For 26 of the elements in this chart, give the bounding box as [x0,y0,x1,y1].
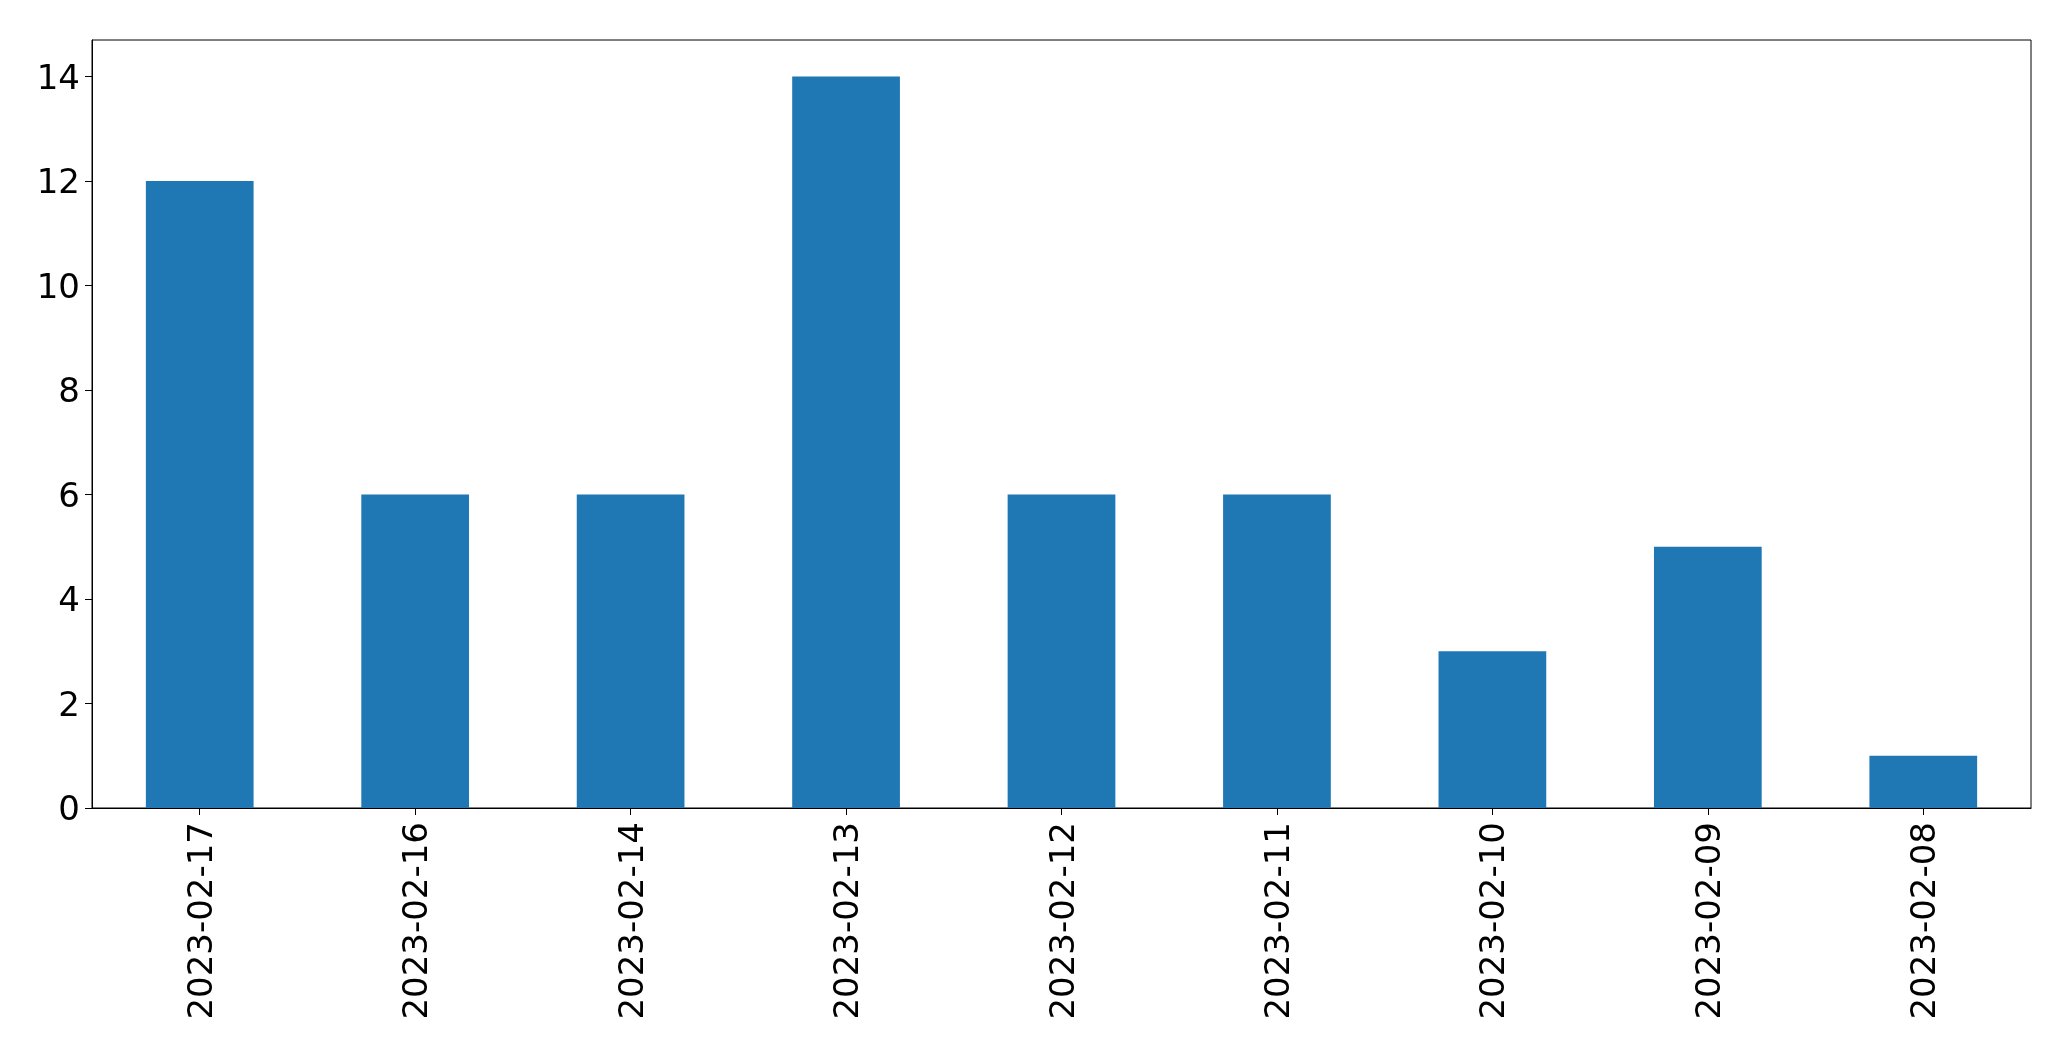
y-tick-label: 10 [36,265,80,306]
bar [1869,755,1978,808]
y-tick-label: 12 [36,161,80,202]
y-tick-label: 4 [58,579,80,620]
x-tick-label: 2023-02-09 [1687,822,1728,1020]
bar [1223,494,1331,808]
y-tick-label: 2 [58,683,80,724]
bar [361,494,470,808]
x-tick-label: 2023-02-08 [1903,822,1944,1020]
bar [792,76,900,808]
x-tick-label: 2023-02-11 [1256,822,1297,1020]
x-tick-label: 2023-02-12 [1041,822,1082,1020]
x-tick-label: 2023-02-14 [610,822,651,1020]
bar [1438,651,1547,808]
y-tick-label: 14 [36,56,80,97]
x-tick-label: 2023-02-17 [179,822,220,1020]
bar [576,494,685,808]
x-tick-label: 2023-02-10 [1472,822,1513,1020]
x-tick-label: 2023-02-13 [826,822,867,1020]
y-tick-label: 6 [58,474,80,515]
x-tick-label: 2023-02-16 [395,822,436,1020]
y-tick-label: 0 [58,788,80,828]
bar [1653,546,1762,808]
bar [145,181,254,808]
bar [1007,494,1116,808]
y-tick-label: 8 [58,370,80,411]
